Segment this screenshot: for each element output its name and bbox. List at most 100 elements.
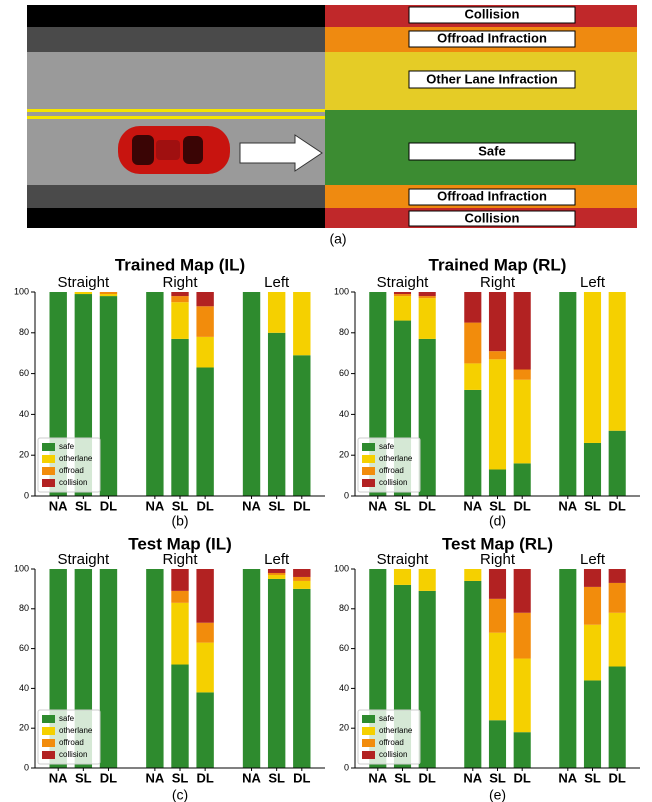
caption: (e) [489,787,506,802]
bar-segment [583,680,602,768]
bar-segment [293,580,311,589]
legend-swatch [42,727,55,735]
caption: (d) [489,513,506,529]
bar-segment [196,569,214,623]
bar-segment [583,442,602,496]
bar-segment [488,720,507,768]
bar-segment [99,294,118,297]
zone-label: Safe [478,143,505,158]
y-tick-label: 20 [19,450,29,460]
bar-segment [608,292,626,431]
chart-title: Trained Map (RL) [429,255,567,274]
y-tick-label: 100 [14,286,29,296]
bar-segment [513,612,531,659]
x-tick-label: NA [242,498,261,513]
bar-segment [99,296,118,496]
legend-label: otherlane [379,726,413,735]
y-tick-label: 80 [339,327,349,337]
x-tick-label: SL [268,770,285,785]
legend-swatch [42,715,55,723]
legend-swatch [42,751,55,759]
x-tick-label: NA [145,770,164,785]
bar-segment [393,294,412,297]
bar-segment [171,296,189,303]
bar-segment [267,292,286,333]
bar-segment [146,292,164,496]
legend-swatch [362,443,375,451]
bar-segment [171,602,189,665]
y-tick-label: 20 [339,723,349,733]
bar-segment [293,576,311,581]
x-tick-label: SL [75,770,92,785]
legend-swatch [362,467,375,475]
bar-segment [196,306,214,337]
y-tick-label: 100 [14,563,29,573]
road-shoulder [27,27,325,52]
x-tick-label: DL [293,498,310,513]
bar-segment [196,367,214,496]
x-tick-label: DL [196,498,213,513]
x-tick-label: NA [463,498,482,513]
bar-segment [464,363,482,390]
bar-segment [513,732,531,768]
bar-segment [583,292,602,443]
bar-segment [608,582,626,613]
bar-segment [464,389,482,496]
chart-title: Test Map (IL) [128,534,232,553]
bar-segment [608,430,626,496]
legend-swatch [42,467,55,475]
bar-segment [171,664,189,768]
bar-segment [393,569,412,585]
bar-segment [267,332,286,496]
bar-segment [418,569,436,591]
bar-segment [608,612,626,667]
legend-box [357,709,421,765]
legend-swatch [362,479,375,487]
bar-segment [171,292,189,297]
caption: (c) [172,787,188,802]
x-tick-label: DL [514,498,531,513]
zone-label: Offroad Infraction [437,188,547,203]
arrow [239,134,323,172]
bar-segment [99,569,118,768]
legend-swatch [42,443,55,451]
bar-segment [196,336,214,368]
legend-swatch [42,455,55,463]
zone-label: Collision [465,6,520,21]
legend-swatch [362,727,375,735]
bar-segment [488,632,507,721]
chart: Trained Map (RL)Straight Right Left 0 20 40 60… [334,255,640,529]
legend-label: otherlane [59,726,93,735]
chart: Test Map (IL) Straight Right Left 0 20 40 60 80 1… [14,534,325,802]
bar-segment [196,642,214,693]
bar-segment [464,580,482,768]
bar-segment [293,569,311,577]
y-tick-label: 40 [19,683,29,693]
x-tick-label: SL [75,498,92,513]
bar-segment [393,292,412,295]
bar-segment [513,463,531,496]
x-tick-label: DL [609,770,626,785]
bar-segment [418,298,436,339]
legend-label: offroad [379,466,404,475]
y-tick-label: 60 [339,368,349,378]
group-label: Right [162,274,198,291]
bar-segment [608,666,626,768]
x-tick-label: DL [100,770,117,785]
bar-segment [74,292,93,295]
bar-segment [267,572,286,575]
legend-swatch [362,715,375,723]
bar-segment [171,338,189,496]
bar-segment [171,590,189,603]
bar-segment [513,292,531,370]
x-tick-label: NA [49,498,68,513]
group-label: Left [580,274,606,291]
zone-label: Other Lane Infraction [426,71,558,86]
legend-label: offroad [59,466,84,475]
x-tick-label: NA [145,498,164,513]
x-tick-label: NA [49,770,68,785]
car [118,126,230,174]
bar-segment [559,292,577,496]
x-tick-label: NA [558,498,577,513]
x-tick-label: NA [368,770,387,785]
